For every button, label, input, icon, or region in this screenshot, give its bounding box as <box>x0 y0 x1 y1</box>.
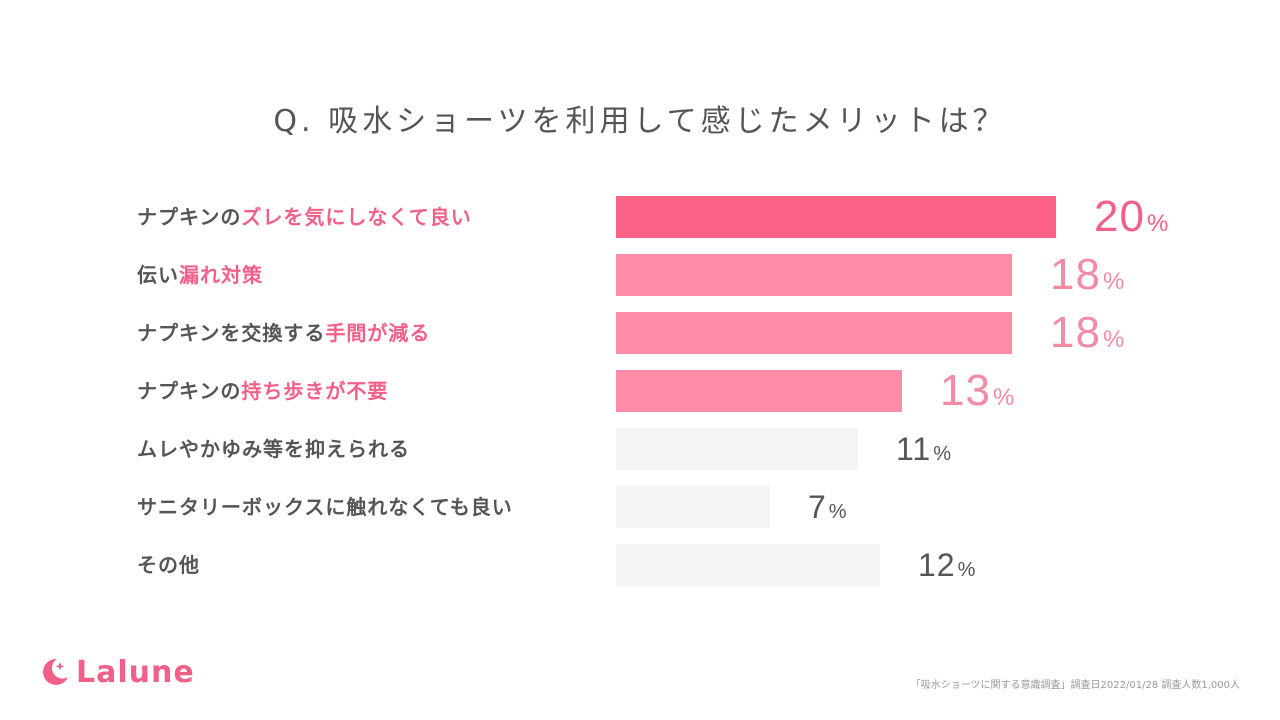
bar <box>616 370 902 412</box>
value-number: 11 <box>896 431 932 467</box>
category-label-plain: ナプキンの <box>137 379 242 403</box>
bar-row: その他 12% <box>0 544 1280 586</box>
category-label: ナプキンのズレを気にしなくて良い <box>137 196 472 238</box>
logo-text: Lalune <box>76 654 195 690</box>
value-unit: % <box>957 559 976 581</box>
chart-title: Q. 吸水ショーツを利用して感じたメリットは？ <box>273 104 1007 139</box>
category-label: ムレやかゆみ等を抑えられる <box>137 428 410 470</box>
value-number: 12 <box>918 547 956 583</box>
category-label: その他 <box>137 544 200 586</box>
bar <box>616 486 770 528</box>
bar-row: 伝い漏れ対策 18% <box>0 253 1280 297</box>
value-label: 13% <box>940 369 1015 413</box>
bar-row: サニタリーボックスに触れなくても良い 7% <box>0 486 1280 528</box>
category-label-plain: ナプキンの <box>137 205 242 229</box>
category-label-plain: ムレやかゆみ等を抑えられる <box>137 437 410 461</box>
bar-row: ナプキンを交換する手間が減る 18% <box>0 311 1280 355</box>
value-number: 20 <box>1094 192 1145 241</box>
value-unit: % <box>992 384 1015 411</box>
bar <box>616 196 1056 238</box>
category-label-highlight: 持ち歩きが不要 <box>241 379 389 403</box>
crescent-moon-star-icon <box>43 658 68 685</box>
value-unit: % <box>1146 210 1169 237</box>
value-label: 18% <box>1050 311 1125 355</box>
value-label: 7% <box>808 486 847 528</box>
value-number: 18 <box>1050 250 1101 299</box>
bar <box>616 428 858 470</box>
value-label: 18% <box>1050 253 1125 297</box>
value-label: 11% <box>896 428 951 470</box>
bar-row: ナプキンの持ち歩きが不要 13% <box>0 369 1280 413</box>
value-label: 20% <box>1094 195 1169 239</box>
value-number: 13 <box>940 366 991 415</box>
category-label-plain: ナプキンを交換する <box>137 321 326 345</box>
bar <box>616 254 1012 296</box>
category-label: 伝い漏れ対策 <box>137 254 263 296</box>
bar <box>616 544 880 586</box>
bar <box>616 312 1012 354</box>
category-label-highlight: 手間が減る <box>325 321 431 345</box>
category-label-highlight: ズレを気にしなくて良い <box>241 205 472 229</box>
category-label: ナプキンの持ち歩きが不要 <box>137 370 388 412</box>
value-number: 7 <box>808 489 827 525</box>
brand-logo: Lalune <box>40 652 195 692</box>
value-label: 12% <box>918 544 975 586</box>
value-unit: % <box>828 501 847 523</box>
category-label-plain: 伝い <box>137 263 179 287</box>
value-number: 18 <box>1050 308 1101 357</box>
category-label: ナプキンを交換する手間が減る <box>137 312 430 354</box>
value-unit: % <box>933 443 952 465</box>
value-unit: % <box>1102 326 1125 353</box>
category-label-highlight: 漏れ対策 <box>179 263 263 287</box>
bar-row: ムレやかゆみ等を抑えられる 11% <box>0 428 1280 470</box>
value-unit: % <box>1102 268 1125 295</box>
category-label: サニタリーボックスに触れなくても良い <box>137 486 513 528</box>
bar-row: ナプキンのズレを気にしなくて良い 20% <box>0 195 1280 239</box>
category-label-plain: サニタリーボックスに触れなくても良い <box>137 495 513 519</box>
survey-footnote: 「吸水ショーツに関する意識調査」調査日2022/01/28 調査人数1,000人 <box>910 680 1240 691</box>
category-label-plain: その他 <box>137 553 200 577</box>
